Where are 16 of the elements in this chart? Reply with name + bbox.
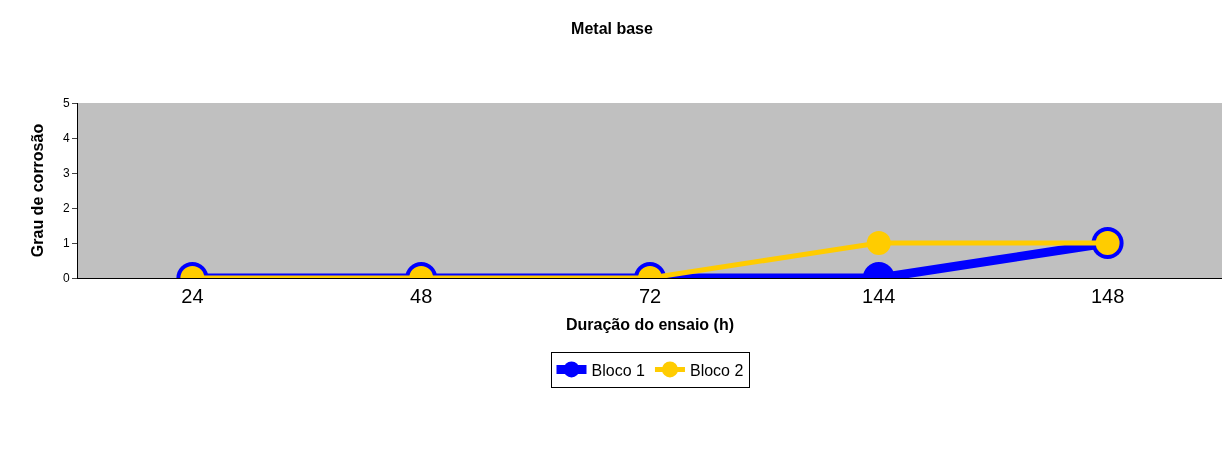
legend-label: Bloco 2 xyxy=(689,361,744,379)
x-axis-title: Duração do ensaio (h) xyxy=(565,315,735,333)
y-tick-label: 2 xyxy=(62,201,70,216)
legend-label: Bloco 1 xyxy=(591,361,645,379)
y-axis-title: Grau de corrosão xyxy=(28,123,46,258)
x-tick-label: 24 xyxy=(181,285,204,307)
x-tick-label: 72 xyxy=(638,285,662,307)
y-tick-label: 5 xyxy=(62,96,70,111)
y-tick-label: 1 xyxy=(62,236,70,251)
y-tick-label: 3 xyxy=(62,166,70,181)
x-tick-label: 48 xyxy=(410,285,433,307)
x-tick-label: 144 xyxy=(862,285,896,307)
chart-title: Metal base xyxy=(571,19,654,37)
x-tick-label: 148 xyxy=(1090,285,1125,307)
y-tick-label: 0 xyxy=(62,271,70,286)
y-tick-label: 4 xyxy=(62,131,70,146)
